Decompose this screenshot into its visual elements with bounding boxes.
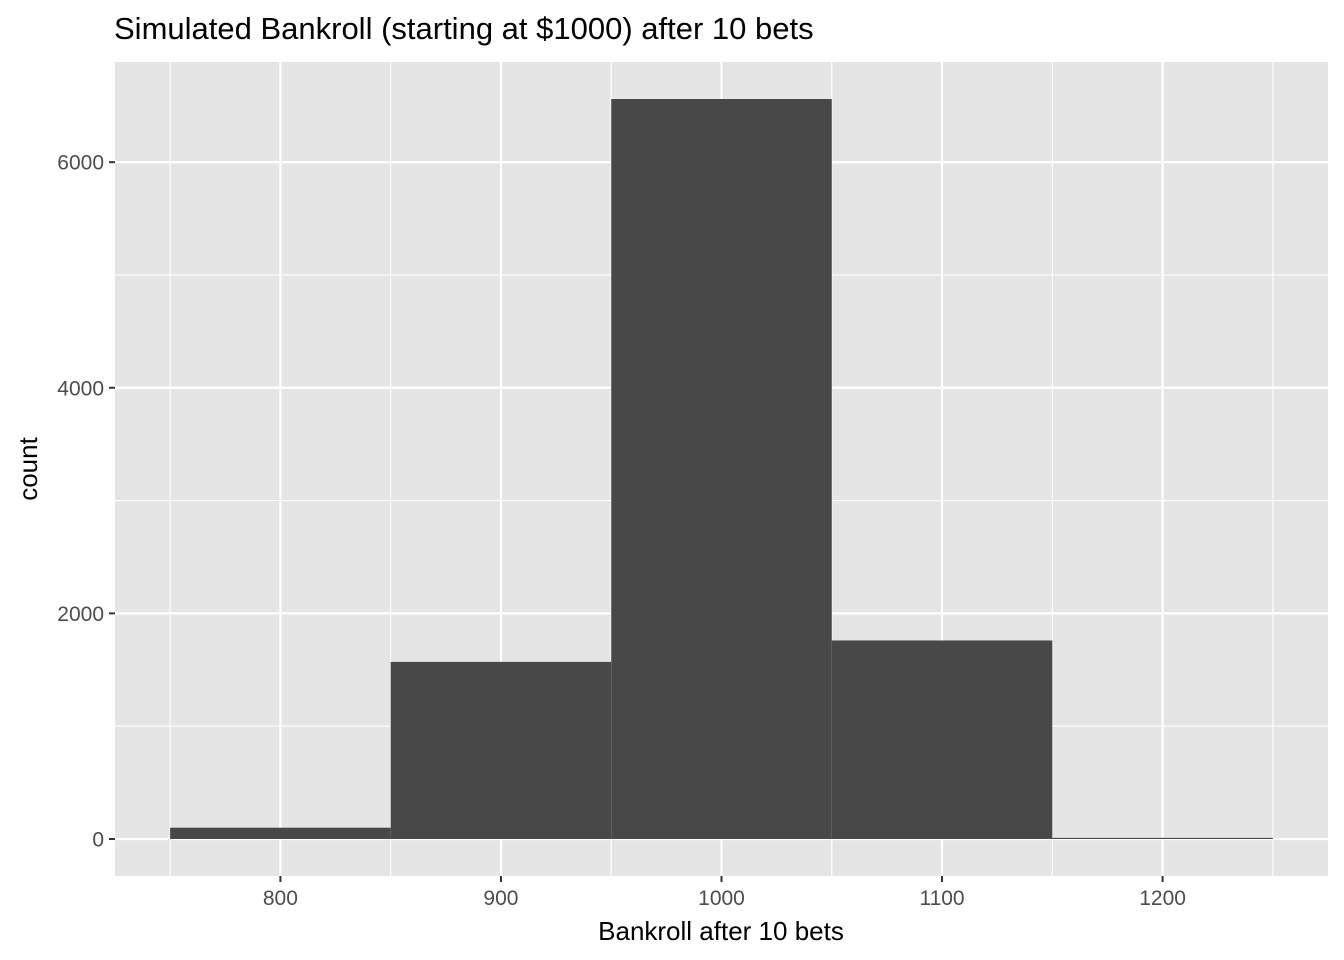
histogram-bar (390, 661, 612, 839)
chart-title: Simulated Bankroll (starting at $1000) a… (114, 11, 814, 46)
y-axis-title: count (13, 436, 43, 500)
histogram-bars (170, 99, 1273, 839)
y-tick-label: 6000 (57, 152, 104, 175)
y-tick-label: 2000 (57, 603, 104, 626)
x-axis-title: Bankroll after 10 bets (598, 916, 844, 946)
x-axis: 800 900 1000 1100 1200 (263, 876, 1186, 910)
x-tick-label: 1200 (1139, 887, 1186, 910)
x-tick-label: 1100 (919, 887, 964, 910)
x-tick-label: 900 (483, 887, 518, 910)
y-axis: 0 2000 4000 6000 (57, 152, 115, 852)
x-tick-label: 1000 (698, 887, 745, 910)
y-tick-label: 4000 (57, 377, 104, 400)
histogram-bar (611, 99, 832, 839)
histogram-bar (1052, 837, 1273, 839)
x-tick-label: 800 (263, 887, 298, 910)
histogram-bar (831, 640, 1053, 839)
histogram-bar (170, 827, 391, 839)
y-tick-label: 0 (92, 829, 104, 852)
